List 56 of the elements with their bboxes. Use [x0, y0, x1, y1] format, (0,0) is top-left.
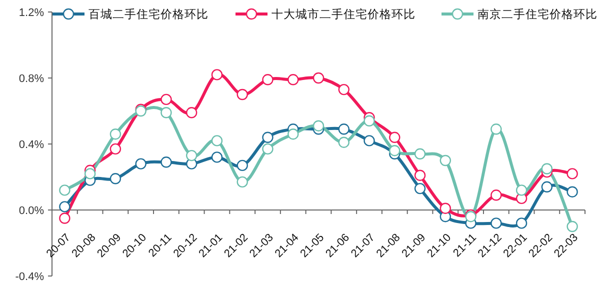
y-tick-label: 0.0% — [18, 205, 44, 217]
point — [490, 124, 502, 135]
point — [211, 69, 223, 80]
y-tick-label: 0.4% — [18, 139, 44, 151]
point — [110, 173, 122, 184]
point — [236, 160, 248, 172]
point — [211, 135, 223, 146]
point — [262, 132, 274, 143]
point — [541, 163, 553, 174]
point — [541, 181, 553, 192]
point — [312, 120, 324, 132]
point — [288, 74, 299, 86]
point — [59, 184, 70, 196]
point — [262, 143, 274, 155]
point — [516, 218, 528, 229]
point — [364, 135, 375, 146]
point — [516, 184, 528, 196]
y-tick-label: 1.2% — [18, 7, 44, 19]
point — [160, 156, 172, 168]
point — [312, 72, 324, 84]
point — [389, 132, 400, 143]
point — [110, 128, 122, 140]
point — [566, 168, 578, 180]
point — [338, 84, 350, 96]
legend-label: 十大城市二手住宅价格环比 — [272, 7, 416, 21]
point — [160, 107, 172, 118]
point — [59, 212, 70, 224]
point — [490, 218, 502, 229]
point — [236, 176, 248, 188]
point — [566, 186, 578, 198]
point — [338, 136, 350, 148]
point — [160, 94, 172, 106]
point — [490, 190, 502, 201]
point — [364, 115, 375, 126]
point — [566, 220, 578, 232]
point — [59, 201, 70, 212]
point — [338, 124, 350, 135]
point — [211, 152, 223, 163]
point — [84, 168, 96, 180]
legend-label: 南京二手住宅价格环比 — [478, 7, 598, 21]
point — [110, 143, 122, 155]
point — [262, 74, 274, 86]
point — [440, 202, 452, 214]
legend-label: 百城二手住宅价格环比 — [88, 7, 208, 21]
point — [440, 154, 452, 166]
point — [186, 150, 198, 162]
y-tick-label: 0.8% — [18, 73, 44, 85]
point — [389, 145, 400, 156]
point — [236, 88, 248, 100]
point — [135, 158, 146, 170]
point — [414, 148, 426, 160]
point — [288, 128, 299, 140]
point — [414, 182, 426, 194]
point — [414, 170, 426, 181]
y-tick-label: -0.4% — [15, 271, 44, 283]
point — [186, 107, 198, 118]
